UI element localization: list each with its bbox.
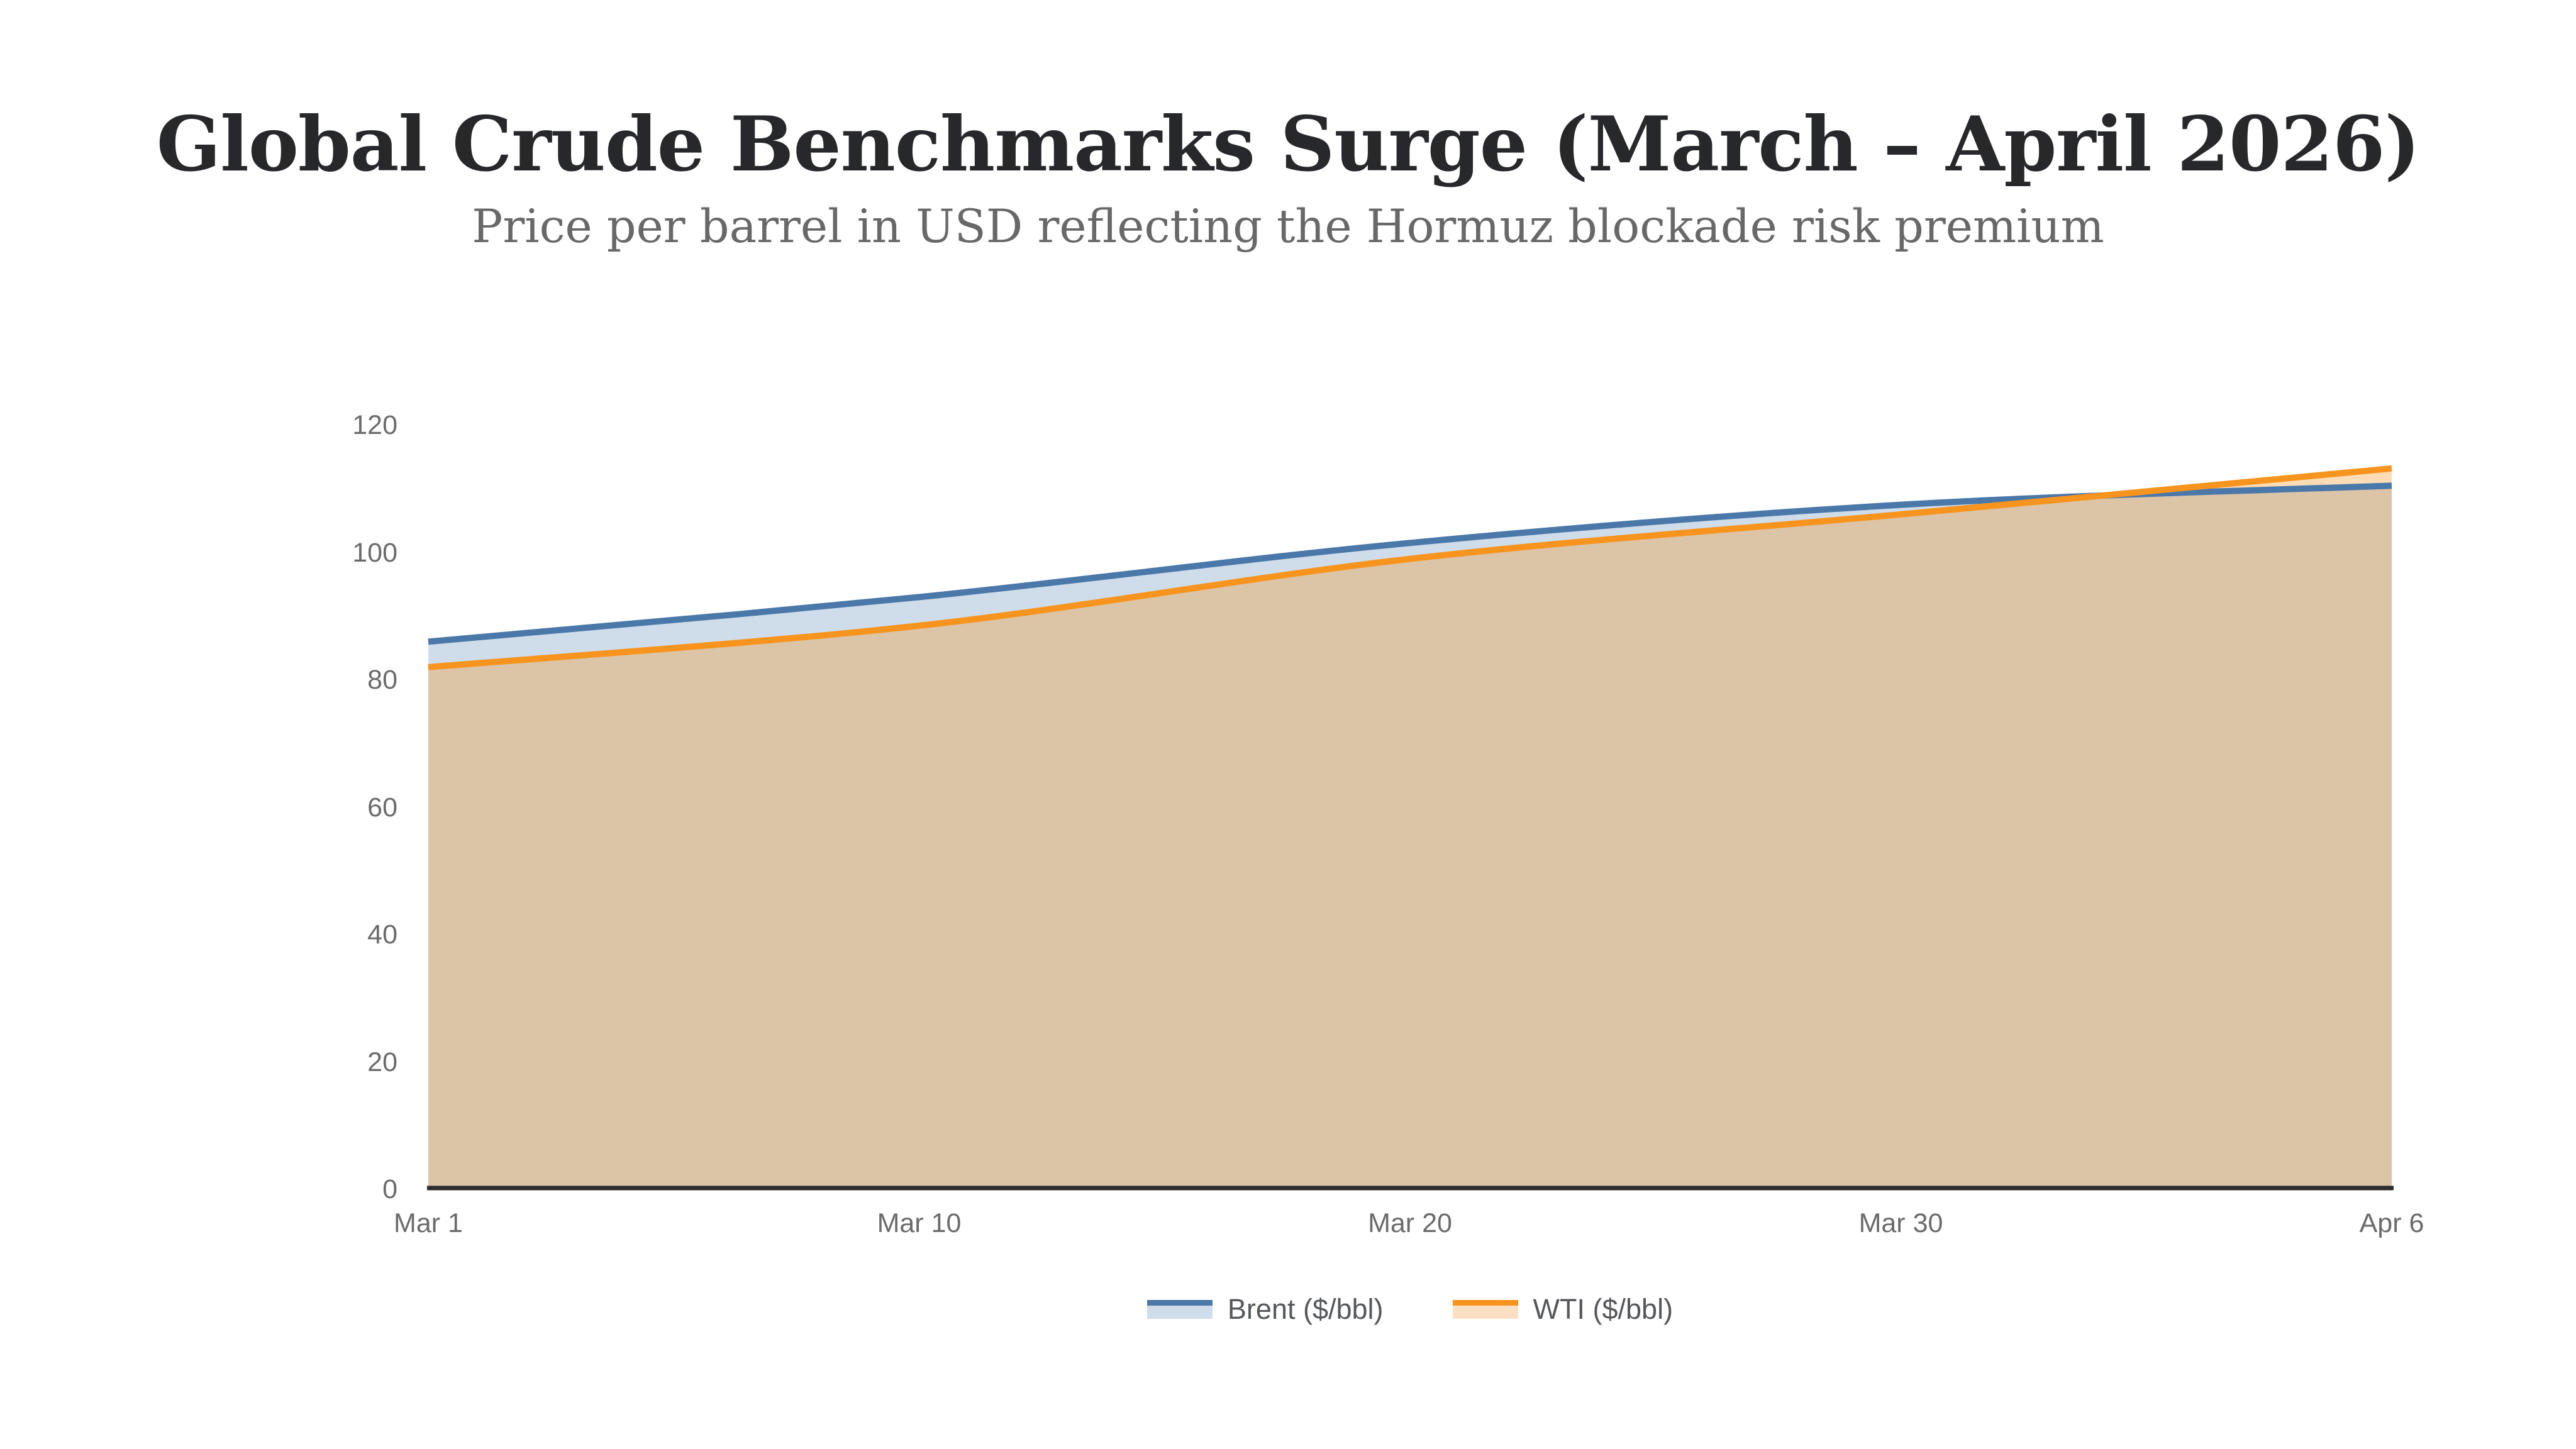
chart-title: Global Crude Benchmarks Surge (March – A… [156, 100, 2420, 189]
legend-item-wti: WTI ($/bbl) [1452, 1293, 1674, 1326]
brent-area [428, 486, 2392, 1191]
wti-area-swatch-icon [1452, 1300, 1518, 1319]
x-axis-line [427, 1185, 2394, 1191]
legend-item-brent: Brent ($/bbl) [1146, 1293, 1384, 1326]
wti-area [428, 468, 2392, 1191]
wti-fill-swatch [1452, 1306, 1518, 1319]
legend-label-wti: WTI ($/bbl) [1533, 1293, 1674, 1325]
legend: Brent ($/bbl) WTI ($/bbl) [428, 1293, 2392, 1326]
legend-label-brent: Brent ($/bbl) [1227, 1293, 1384, 1325]
brent-fill-swatch [1146, 1306, 1213, 1319]
chart-subtitle: Price per barrel in USD reflecting the H… [472, 200, 2104, 253]
brent-area-swatch-icon [1146, 1300, 1213, 1319]
wti-line [428, 465, 2392, 670]
wti-line-swatch [1452, 1300, 1518, 1306]
brent-line-swatch [1146, 1300, 1213, 1306]
